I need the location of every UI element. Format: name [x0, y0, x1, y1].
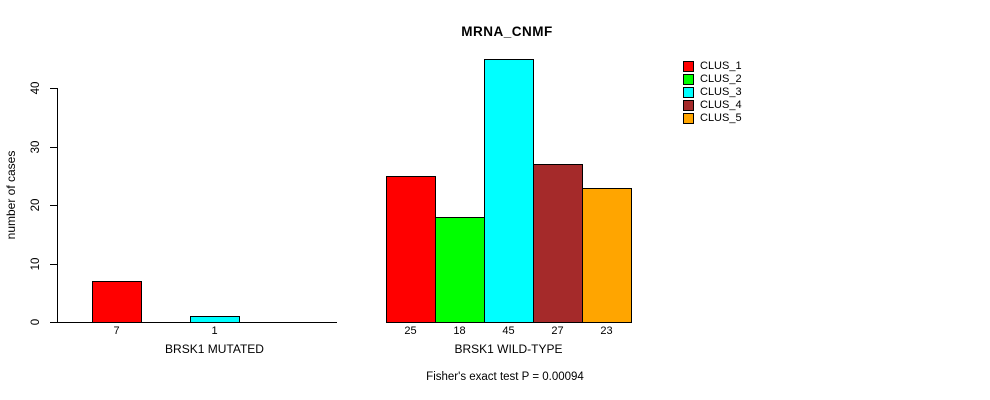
legend-item-clus_4: CLUS_4	[683, 99, 742, 112]
group-label-1: BRSK1 MUTATED	[165, 342, 264, 356]
legend: CLUS_1 CLUS_2 CLUS_3 CLUS_4 CLUS_5	[683, 60, 742, 125]
legend-swatch-clus_3	[683, 87, 694, 98]
bar-clus_5-group2	[582, 188, 632, 323]
legend-item-clus_1: CLUS_1	[683, 60, 742, 73]
y-tick-label: 0	[30, 318, 42, 326]
legend-item-clus_2: CLUS_2	[683, 73, 742, 86]
legend-swatch-clus_1	[683, 61, 694, 72]
legend-label: CLUS_3	[700, 86, 742, 98]
legend-swatch-clus_2	[683, 74, 694, 85]
y-tick-mark	[50, 88, 57, 89]
bar-value-label: 45	[502, 325, 515, 337]
bar-value-label: 18	[453, 325, 466, 337]
legend-swatch-clus_5	[683, 113, 694, 124]
bar-value-label: 1	[211, 325, 218, 337]
group-label-2: BRSK1 WILD-TYPE	[454, 342, 563, 356]
bar-clus_3-group2	[484, 59, 534, 323]
bar-value-label: 7	[113, 325, 120, 337]
y-tick-mark	[50, 205, 57, 206]
legend-label: CLUS_4	[700, 99, 742, 111]
bar-clus_1-group1	[92, 281, 142, 323]
bar-clus_4-group2	[533, 164, 583, 323]
y-tick-mark	[50, 322, 57, 323]
y-tick-label: 30	[30, 140, 42, 154]
legend-item-clus_5: CLUS_5	[683, 112, 742, 125]
y-tick-label: 40	[30, 81, 42, 95]
y-axis-line	[57, 88, 58, 323]
bar-clus_2-group2	[435, 217, 485, 323]
fisher-test-footnote: Fisher's exact test P = 0.00094	[426, 371, 584, 383]
legend-item-clus_3: CLUS_3	[683, 86, 742, 99]
y-tick-label: 20	[30, 198, 42, 212]
chart-title: MRNA_CNMF	[461, 24, 553, 39]
bar-clus_3-group1	[190, 316, 240, 323]
legend-label: CLUS_1	[700, 60, 742, 72]
bar-clus_1-group2	[386, 176, 436, 323]
bar-value-label: 23	[600, 325, 613, 337]
y-tick-label: 10	[30, 257, 42, 271]
y-tick-mark	[50, 147, 57, 148]
bar-value-label: 25	[404, 325, 417, 337]
legend-label: CLUS_2	[700, 73, 742, 85]
bar-value-label: 27	[551, 325, 564, 337]
legend-label: CLUS_5	[700, 112, 742, 124]
legend-swatch-clus_4	[683, 100, 694, 111]
y-tick-mark	[50, 264, 57, 265]
